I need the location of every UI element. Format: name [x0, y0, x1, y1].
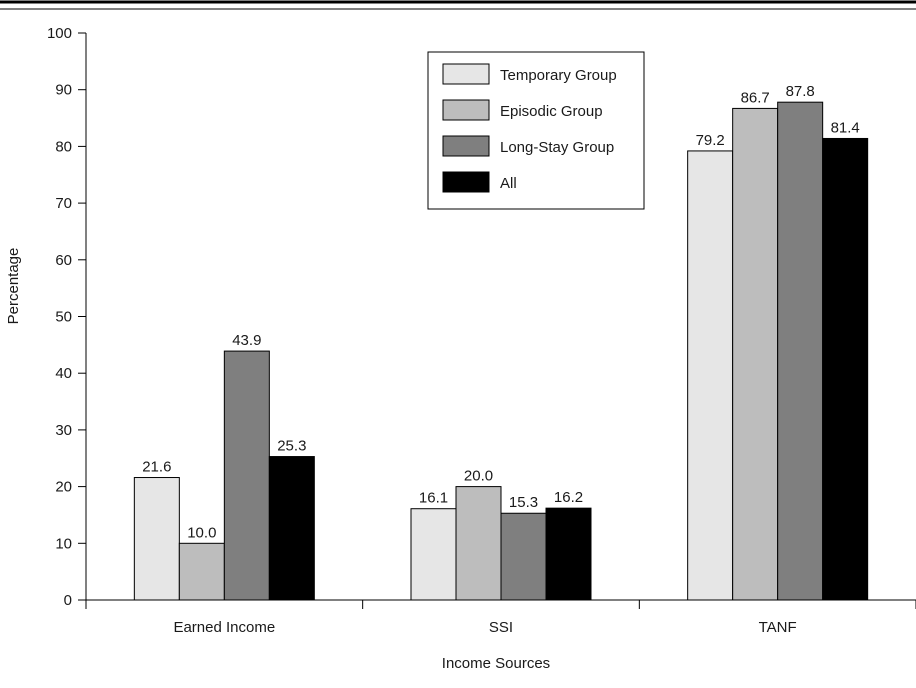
- x-tick-label: SSI: [489, 619, 513, 636]
- bar: [687, 150, 734, 601]
- data-label: 20.0: [464, 468, 493, 485]
- data-label: 16.2: [554, 489, 583, 506]
- y-tick-label: 90: [55, 82, 72, 99]
- legend-label: Episodic Group: [500, 103, 603, 120]
- data-label: 79.2: [696, 132, 725, 149]
- legend-swatch: [442, 63, 490, 85]
- bar: [410, 508, 457, 601]
- bar: [133, 477, 180, 601]
- y-tick-label: 20: [55, 479, 72, 496]
- legend-swatch: [442, 99, 490, 121]
- bar: [178, 542, 225, 601]
- x-tick-label: Earned Income: [173, 619, 275, 636]
- legend-label: Temporary Group: [500, 67, 617, 84]
- x-tick-label: TANF: [759, 619, 797, 636]
- data-label: 10.0: [187, 524, 216, 541]
- bar: [455, 486, 502, 601]
- bars: [133, 101, 869, 601]
- data-label: 87.8: [786, 83, 815, 100]
- y-tick-label: 40: [55, 365, 72, 382]
- legend-swatch: [442, 135, 490, 157]
- data-label: 81.4: [831, 119, 860, 136]
- y-tick-label: 100: [47, 25, 72, 42]
- data-label: 43.9: [232, 332, 261, 349]
- y-tick-label: 70: [55, 195, 72, 212]
- bar: [500, 512, 547, 601]
- bar: [732, 107, 779, 601]
- data-label: 21.6: [142, 459, 171, 476]
- bar: [268, 456, 315, 601]
- legend-swatch: [442, 171, 490, 193]
- y-tick-label: 30: [55, 422, 72, 439]
- bar: [822, 137, 869, 601]
- y-axis-title: Percentage: [5, 248, 22, 325]
- y-axis: 0 10 20 30 40 50 60 70 80 90 100: [47, 25, 87, 609]
- bar: [777, 101, 824, 601]
- y-tick-label: 50: [55, 309, 72, 326]
- y-tick-label: 60: [55, 252, 72, 269]
- y-tick-label: 80: [55, 138, 72, 155]
- bar: [545, 507, 592, 601]
- data-label: 86.7: [741, 89, 770, 106]
- x-axis: Earned Income SSI TANF: [85, 599, 916, 636]
- data-label: 15.3: [509, 494, 538, 511]
- y-tick-label: 0: [64, 592, 72, 609]
- data-label: 16.1: [419, 490, 448, 507]
- y-tick-label: 10: [55, 535, 72, 552]
- legend-label: Long-Stay Group: [500, 139, 614, 156]
- x-axis-title: Income Sources: [442, 655, 550, 672]
- legend-label: All: [500, 175, 517, 192]
- data-label: 25.3: [277, 438, 306, 455]
- data-labels: 21.6 10.0 43.9 25.3 16.1 20.0 15.3 16.2 79.2 86.7…: [142, 83, 860, 541]
- bar: [223, 350, 270, 601]
- legend: Temporary Group Episodic Group Long-Stay G…: [427, 51, 645, 210]
